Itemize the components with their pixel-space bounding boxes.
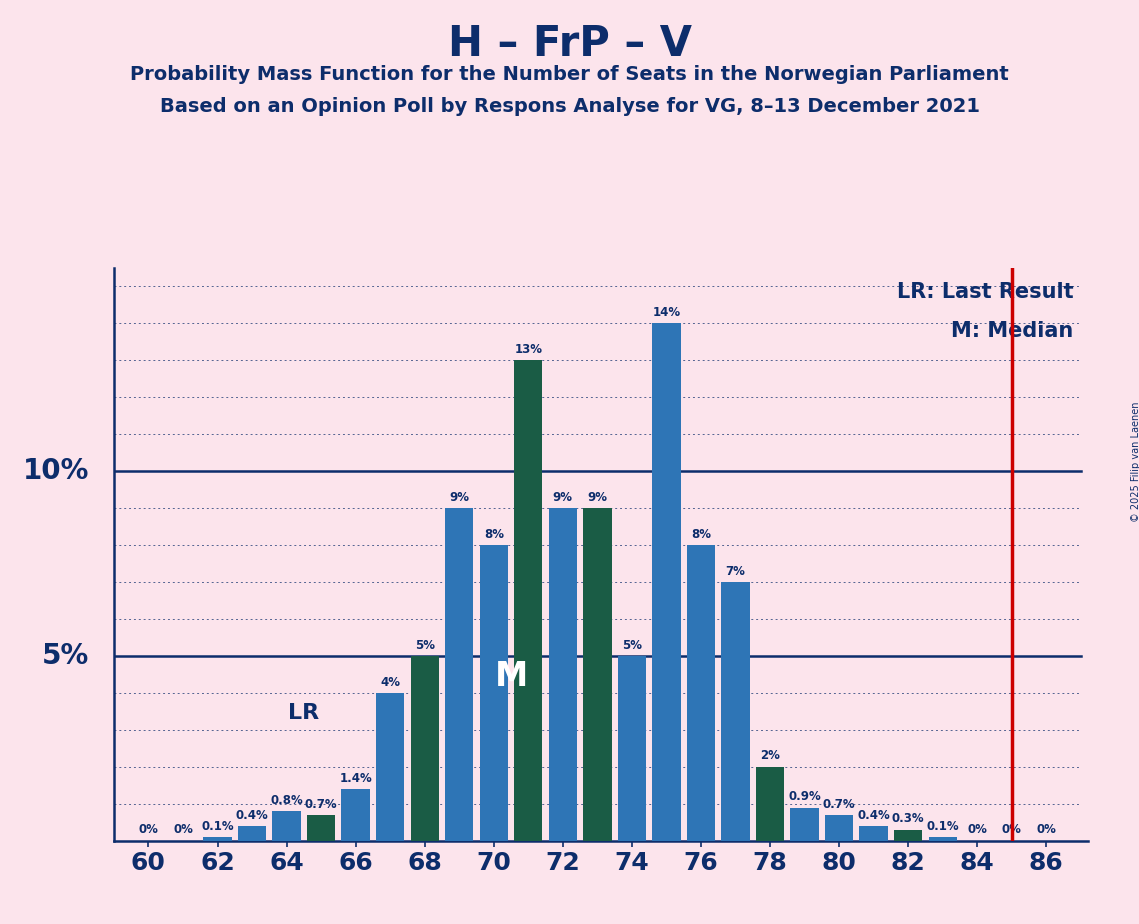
- Text: Probability Mass Function for the Number of Seats in the Norwegian Parliament: Probability Mass Function for the Number…: [130, 65, 1009, 84]
- Text: 0.7%: 0.7%: [822, 797, 855, 810]
- Bar: [894, 830, 923, 841]
- Bar: [756, 767, 784, 841]
- Text: 0%: 0%: [1036, 823, 1056, 836]
- Text: 9%: 9%: [552, 491, 573, 504]
- Text: 0%: 0%: [173, 823, 192, 836]
- Bar: [376, 693, 404, 841]
- Text: 0.8%: 0.8%: [270, 794, 303, 807]
- Text: M: Median: M: Median: [951, 321, 1073, 341]
- Text: 4%: 4%: [380, 675, 400, 688]
- Bar: [342, 789, 370, 841]
- Bar: [410, 656, 439, 841]
- Bar: [272, 811, 301, 841]
- Text: 2%: 2%: [760, 749, 780, 762]
- Text: 0%: 0%: [139, 823, 158, 836]
- Bar: [860, 826, 887, 841]
- Text: 1.4%: 1.4%: [339, 772, 372, 784]
- Text: 14%: 14%: [653, 306, 680, 319]
- Bar: [928, 837, 957, 841]
- Text: © 2025 Filip van Laenen: © 2025 Filip van Laenen: [1131, 402, 1139, 522]
- Text: 5%: 5%: [415, 638, 435, 651]
- Bar: [583, 508, 612, 841]
- Text: 9%: 9%: [588, 491, 607, 504]
- Text: 0.7%: 0.7%: [305, 797, 337, 810]
- Text: H – FrP – V: H – FrP – V: [448, 23, 691, 65]
- Bar: [617, 656, 646, 841]
- Bar: [480, 545, 508, 841]
- Bar: [721, 582, 749, 841]
- Text: 0.3%: 0.3%: [892, 812, 925, 825]
- Text: 8%: 8%: [691, 528, 711, 541]
- Text: 0.1%: 0.1%: [926, 820, 959, 833]
- Text: Based on an Opinion Poll by Respons Analyse for VG, 8–13 December 2021: Based on an Opinion Poll by Respons Anal…: [159, 97, 980, 116]
- Bar: [306, 815, 335, 841]
- Text: LR: LR: [288, 702, 319, 723]
- Bar: [514, 360, 542, 841]
- Bar: [653, 323, 681, 841]
- Bar: [445, 508, 474, 841]
- Bar: [790, 808, 819, 841]
- Text: 10%: 10%: [23, 457, 90, 485]
- Text: 9%: 9%: [449, 491, 469, 504]
- Bar: [825, 815, 853, 841]
- Text: 0.9%: 0.9%: [788, 790, 821, 803]
- Bar: [204, 837, 231, 841]
- Bar: [687, 545, 715, 841]
- Text: 0.4%: 0.4%: [858, 808, 890, 821]
- Text: 5%: 5%: [622, 638, 642, 651]
- Text: M: M: [494, 660, 527, 693]
- Text: 7%: 7%: [726, 565, 745, 578]
- Bar: [549, 508, 577, 841]
- Text: 0.4%: 0.4%: [236, 808, 269, 821]
- Text: 5%: 5%: [42, 642, 90, 670]
- Text: 0%: 0%: [967, 823, 988, 836]
- Text: 8%: 8%: [484, 528, 503, 541]
- Text: 13%: 13%: [515, 343, 542, 356]
- Text: LR: Last Result: LR: Last Result: [896, 283, 1073, 302]
- Text: 0%: 0%: [1002, 823, 1022, 836]
- Text: 0.1%: 0.1%: [202, 820, 233, 833]
- Bar: [238, 826, 267, 841]
